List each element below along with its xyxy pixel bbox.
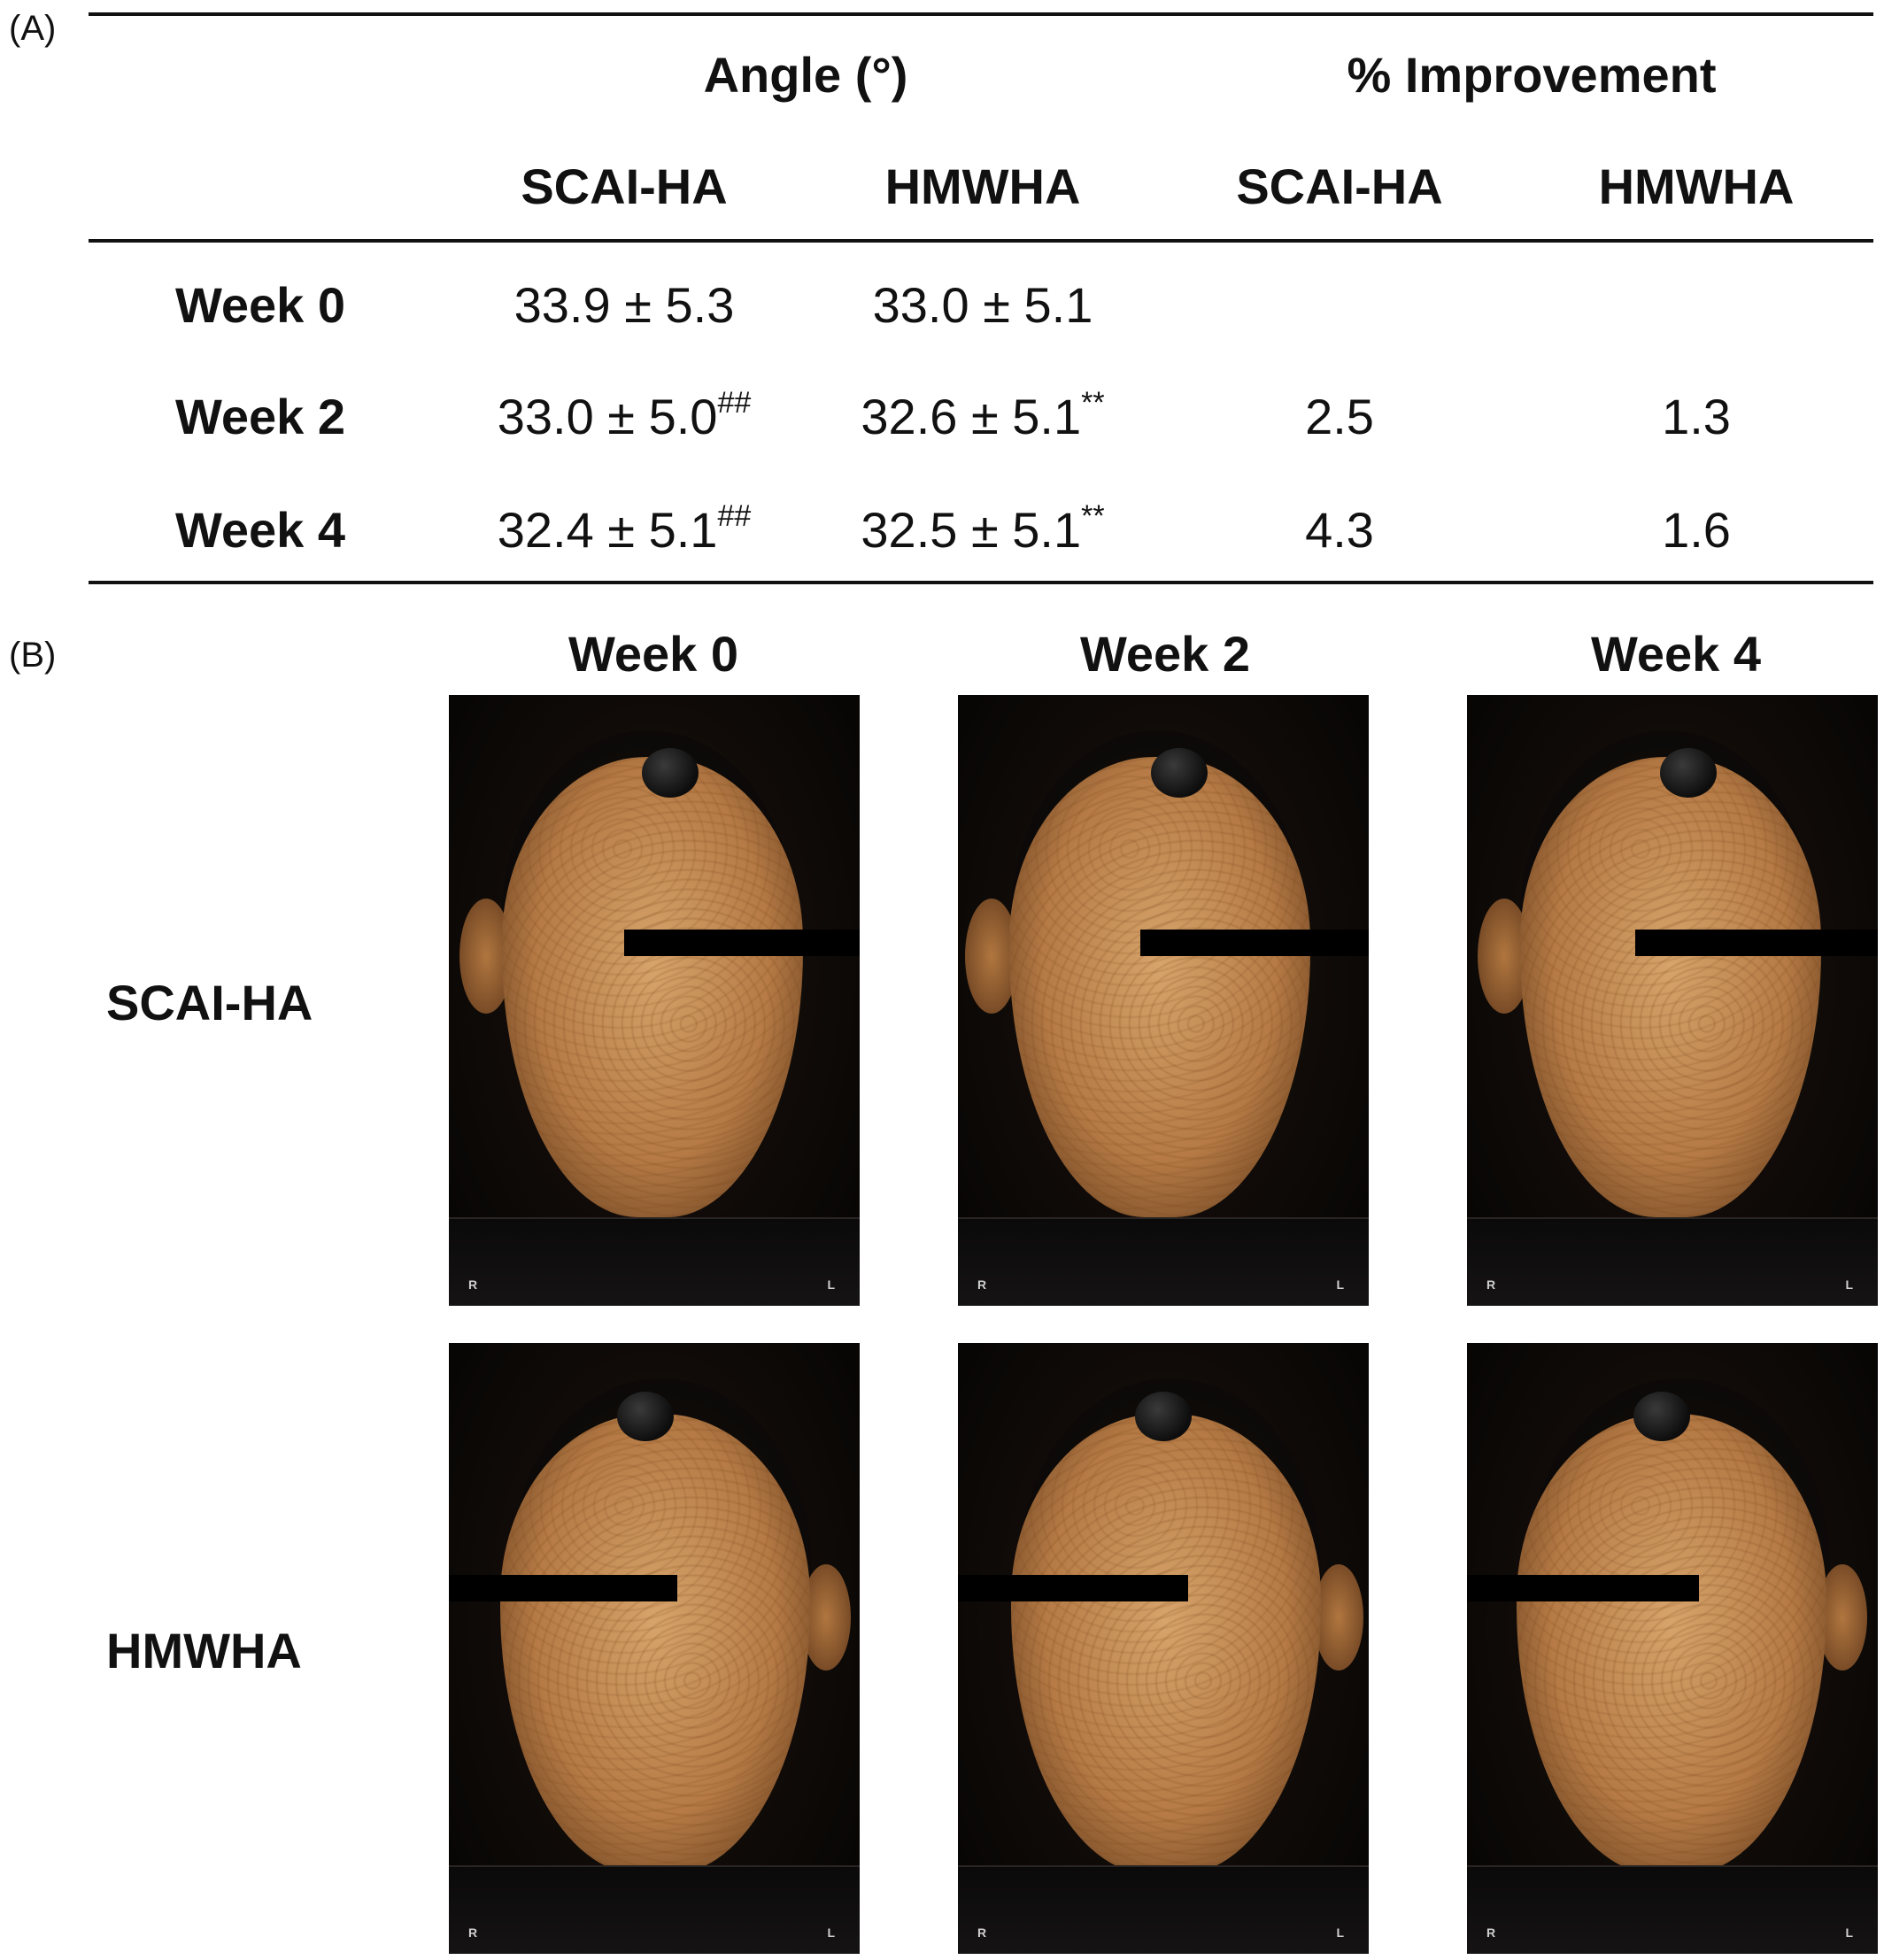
photo-corner-l: L: [1336, 1925, 1344, 1940]
cell-imp-hmwha-week-4: 1.6: [1662, 502, 1731, 558]
photo-hmwha-week-4: R L: [1467, 1343, 1878, 1954]
subheader-improvement-scai: SCAI-HA: [1236, 158, 1443, 214]
photo-scai-week-0: R L: [449, 695, 860, 1306]
photo-corner-r: R: [1486, 1277, 1496, 1292]
photo-corner-l: L: [1336, 1277, 1344, 1292]
photo-corner-r: R: [977, 1277, 987, 1292]
table-bottom-rule: [89, 581, 1873, 584]
row-label-scai-ha: SCAI-HA: [106, 975, 313, 1030]
header-improvement: % Improvement: [1347, 47, 1717, 103]
row-label-week-4: Week 4: [175, 502, 345, 558]
row-label-hmwha: HMWHA: [106, 1623, 302, 1678]
photo-corner-l: L: [827, 1925, 835, 1940]
eye-redaction-bar: [624, 930, 860, 956]
photo-corner-l: L: [827, 1277, 835, 1292]
subheader-improvement-hmwha: HMWHA: [1598, 158, 1795, 214]
panel-b-label: (B): [9, 636, 57, 675]
photo-column-title-week-2: Week 2: [1080, 626, 1250, 682]
eye-redaction-bar: [1467, 1575, 1699, 1601]
cell-imp-scai-week-4: 4.3: [1305, 502, 1374, 558]
row-label-week-0: Week 0: [175, 277, 345, 333]
cell-imp-scai-week-2: 2.5: [1305, 389, 1374, 444]
panel-a-label: (A): [9, 9, 57, 48]
eye-redaction-bar: [1635, 930, 1878, 956]
photo-scai-week-2: R L: [958, 695, 1369, 1306]
cell-angle-hmwha-week-4: 32.5 ± 5.1**: [861, 499, 1105, 558]
cell-imp-hmwha-week-2: 1.3: [1662, 389, 1731, 444]
table-header-rule: [89, 239, 1873, 243]
eye-redaction-bar: [1140, 930, 1369, 956]
photo-column-title-week-4: Week 4: [1591, 626, 1761, 682]
eye-redaction-bar: [449, 1575, 677, 1601]
cell-angle-hmwha-week-2: 32.6 ± 5.1**: [861, 386, 1105, 444]
row-label-week-2: Week 2: [175, 389, 345, 444]
header-angle: Angle (°): [703, 47, 908, 103]
photo-corner-r: R: [1486, 1925, 1496, 1940]
photo-corner-l: L: [1845, 1277, 1853, 1292]
cell-angle-scai-week-2: 33.0 ± 5.0##: [497, 386, 752, 444]
photo-corner-r: R: [468, 1925, 478, 1940]
photo-hmwha-week-2: R L: [958, 1343, 1369, 1954]
photo-corner-r: R: [977, 1925, 987, 1940]
cell-angle-hmwha-week-0: 33.0 ± 5.1: [872, 277, 1093, 333]
photo-corner-r: R: [468, 1277, 478, 1292]
cell-angle-scai-week-0: 33.9 ± 5.3: [513, 277, 735, 333]
photo-corner-l: L: [1845, 1925, 1853, 1940]
subheader-angle-scai: SCAI-HA: [521, 158, 728, 214]
eye-redaction-bar: [958, 1575, 1188, 1601]
photo-hmwha-week-0: R L: [449, 1343, 860, 1954]
photo-column-title-week-0: Week 0: [568, 626, 738, 682]
cell-angle-scai-week-4: 32.4 ± 5.1##: [497, 499, 752, 558]
subheader-angle-hmwha: HMWHA: [884, 158, 1081, 214]
table-top-rule: [89, 12, 1873, 16]
photo-scai-week-4: R L: [1467, 695, 1878, 1306]
